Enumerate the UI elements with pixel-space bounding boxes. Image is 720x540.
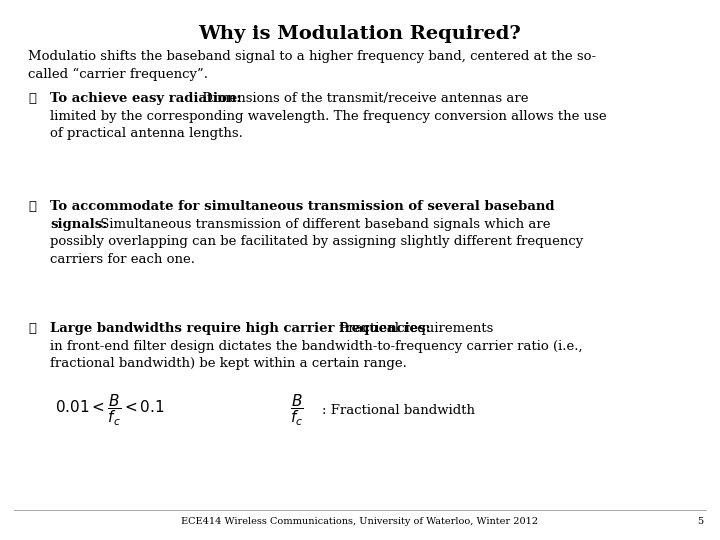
Text: fractional bandwidth) be kept within a certain range.: fractional bandwidth) be kept within a c… xyxy=(50,357,407,370)
Text: possibly overlapping can be facilitated by assigning slightly different frequenc: possibly overlapping can be facilitated … xyxy=(50,235,583,248)
Text: $0.01 < \dfrac{B}{f_c} < 0.1$: $0.01 < \dfrac{B}{f_c} < 0.1$ xyxy=(55,392,165,428)
Text: Practical requirements: Practical requirements xyxy=(335,322,493,335)
Text: Modulatio shifts the baseband signal to a higher frequency band, centered at the: Modulatio shifts the baseband signal to … xyxy=(28,50,596,82)
Text: of practical antenna lengths.: of practical antenna lengths. xyxy=(50,127,243,140)
Text: : Fractional bandwidth: : Fractional bandwidth xyxy=(322,403,475,416)
Text: in front-end filter design dictates the bandwidth-to-frequency carrier ratio (i.: in front-end filter design dictates the … xyxy=(50,340,582,353)
Text: carriers for each one.: carriers for each one. xyxy=(50,253,195,266)
Text: Why is Modulation Required?: Why is Modulation Required? xyxy=(199,25,521,43)
Text: Dimensions of the transmit/receive antennas are: Dimensions of the transmit/receive anten… xyxy=(198,92,528,105)
Text: Large bandwidths require high carrier frequencies:: Large bandwidths require high carrier fr… xyxy=(50,322,431,335)
Text: signals:: signals: xyxy=(50,218,107,231)
Text: limited by the corresponding wavelength. The frequency conversion allows the use: limited by the corresponding wavelength.… xyxy=(50,110,607,123)
Text: ➤: ➤ xyxy=(28,322,36,335)
Text: ➤: ➤ xyxy=(28,200,36,213)
Text: Simultaneous transmission of different baseband signals which are: Simultaneous transmission of different b… xyxy=(96,218,550,231)
Text: 5: 5 xyxy=(697,517,703,526)
Text: ECE414 Wireless Communications, University of Waterloo, Winter 2012: ECE414 Wireless Communications, Universi… xyxy=(181,517,539,526)
Text: To achieve easy radiation:: To achieve easy radiation: xyxy=(50,92,241,105)
Text: $\dfrac{B}{f_c}$: $\dfrac{B}{f_c}$ xyxy=(290,392,304,428)
Text: ➤: ➤ xyxy=(28,92,36,105)
Text: To accommodate for simultaneous transmission of several baseband: To accommodate for simultaneous transmis… xyxy=(50,200,554,213)
